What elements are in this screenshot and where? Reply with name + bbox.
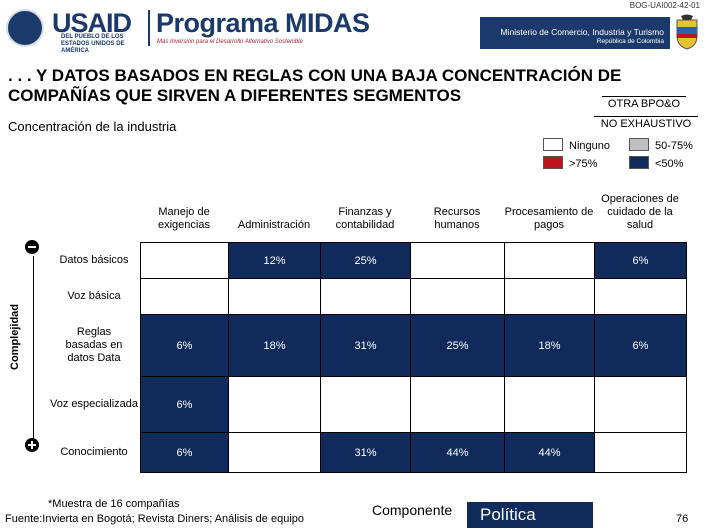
republic-name: República de Colombia (596, 38, 664, 45)
matrix-cell-r3-c1 (228, 376, 321, 433)
matrix-cell-r0-c4 (504, 242, 595, 279)
legend-label-ninguno: Ninguno (569, 140, 610, 152)
usaid-subtitle: DEL PUEBLO DE LOS ESTADOS UNIDOS DE AMÉR… (61, 34, 125, 54)
matrix-cell-r3-c3 (410, 376, 505, 433)
column-header-finanzas: Finanzas y contabilidad (335, 206, 395, 231)
column-header-administracion: Administración (237, 219, 311, 231)
legend-label-50-75: 50-75% (655, 140, 693, 152)
row-label-conocimiento: Conocimiento (60, 445, 128, 458)
page-number: 76 (676, 513, 689, 525)
matrix-cell-r3-c4 (504, 376, 595, 433)
matrix-cell-r4-c2: 31% (320, 432, 411, 473)
slide-title: . . . Y DATOS BASADOS EN REGLAS CON UNA … (8, 66, 622, 105)
matrix-cell-r2-c2: 31% (320, 314, 411, 377)
tag-no-exhaustivo: NO EXHAUSTIVO (594, 116, 698, 130)
matrix-cell-r2-c0: 6% (140, 314, 229, 377)
policy-badge: Política (467, 502, 593, 528)
matrix-cell-r4-c3: 44% (410, 432, 505, 473)
row-label-voz-especializada: Voz especializada (49, 397, 139, 410)
matrix-cell-r4-c5 (594, 432, 687, 473)
document-reference: BOG-UAI002-42-01 (629, 1, 700, 10)
matrix-cell-r0-c0 (140, 242, 229, 279)
logo-divider (148, 10, 150, 46)
column-header-operaciones: Operaciones de cuidado de la salud (601, 193, 679, 231)
tag-otra-bpo: OTRA BPO&O (602, 96, 686, 110)
ministry-band (480, 17, 670, 49)
axis-label-complejidad: Complejidad (9, 303, 21, 370)
matrix-cell-r1-c1 (228, 278, 321, 315)
plus-icon (25, 438, 39, 452)
matrix-cell-r3-c2 (320, 376, 411, 433)
matrix-cell-r1-c0 (140, 278, 229, 315)
complexity-axis (33, 256, 34, 440)
row-label-voz-basica: Voz básica (67, 289, 121, 302)
matrix-cell-r0-c1: 12% (228, 242, 321, 279)
row-label-datos-basicos: Datos básicos (59, 253, 129, 266)
matrix-cell-r3-c0: 6% (140, 376, 229, 433)
matrix-cell-r3-c5 (594, 376, 687, 433)
matrix-cell-r0-c3 (410, 242, 505, 279)
matrix-cell-r1-c2 (320, 278, 411, 315)
legend-swatch-under-50 (629, 156, 649, 169)
column-header-procesamiento: Procesamiento de pagos (504, 206, 594, 231)
component-label: Componente (372, 502, 453, 518)
matrix-cell-r0-c5: 6% (594, 242, 687, 279)
matrix-cell-r4-c4: 44% (504, 432, 595, 473)
source-line: Fuente:Invierta en Bogotá; Revista Diner… (5, 513, 305, 525)
footnote: *Muestra de 16 compañías (48, 498, 180, 510)
minus-icon (25, 240, 39, 254)
legend-swatch-over-75 (543, 156, 563, 169)
row-label-reglas: Reglas basadas en datos Data (65, 325, 123, 364)
legend-label-under-50: <50% (655, 158, 684, 170)
column-header-recursos: Recursos humanos (433, 206, 481, 231)
program-subtitle: Más Inversión para el Desarrollo Alterna… (157, 39, 303, 45)
legend-swatch-50-75 (629, 138, 649, 151)
matrix-cell-r2-c4: 18% (504, 314, 595, 377)
coat-of-arms-icon (676, 14, 698, 50)
usaid-logo: USAID (52, 8, 132, 38)
column-header-manejo: Manejo de exigencias (158, 206, 210, 231)
matrix-cell-r1-c5 (594, 278, 687, 315)
matrix-cell-r2-c5: 6% (594, 314, 687, 377)
matrix-cell-r2-c1: 18% (228, 314, 321, 377)
legend-swatch-ninguno (543, 138, 563, 151)
matrix-cell-r0-c2: 25% (320, 242, 411, 279)
usaid-seal-icon (6, 9, 44, 47)
chart-subtitle: Concentración de la industria (8, 119, 177, 134)
legend-label-over-75: >75% (569, 158, 598, 170)
matrix-cell-r1-c4 (504, 278, 595, 315)
matrix-cell-r4-c1 (228, 432, 321, 473)
matrix-cell-r1-c3 (410, 278, 505, 315)
matrix-cell-r4-c0: 6% (140, 432, 229, 473)
program-name: Programa MIDAS (156, 8, 370, 38)
ministry-name: Ministerio de Comercio, Industria y Turi… (500, 27, 664, 37)
matrix-cell-r2-c3: 25% (410, 314, 505, 377)
